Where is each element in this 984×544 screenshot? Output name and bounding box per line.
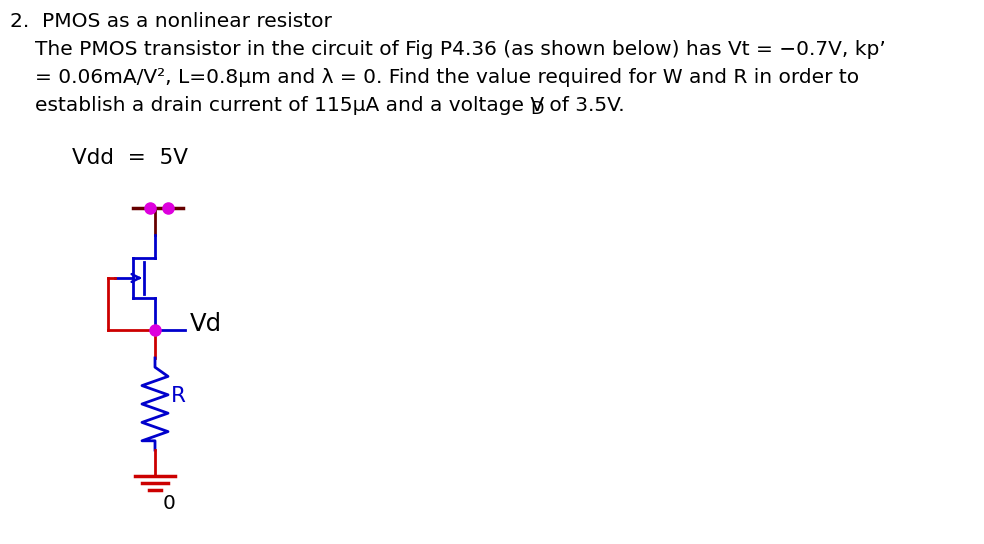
Text: The PMOS transistor in the circuit of Fig P4.36 (as shown below) has Vt = −0.7V,: The PMOS transistor in the circuit of Fi… [35,40,886,59]
Text: establish a drain current of 115μA and a voltage V: establish a drain current of 115μA and a… [35,96,544,115]
Text: Vdd  =  5V: Vdd = 5V [72,148,188,168]
Text: 2.  PMOS as a nonlinear resistor: 2. PMOS as a nonlinear resistor [10,12,332,31]
Text: D: D [530,100,543,118]
Text: Vd: Vd [190,312,222,336]
Text: 0: 0 [163,494,176,513]
Text: R: R [171,386,186,406]
Text: = 0.06mA/V², L=0.8μm and λ = 0. Find the value required for W and R in order to: = 0.06mA/V², L=0.8μm and λ = 0. Find the… [35,68,859,87]
Text: of 3.5V.: of 3.5V. [543,96,625,115]
